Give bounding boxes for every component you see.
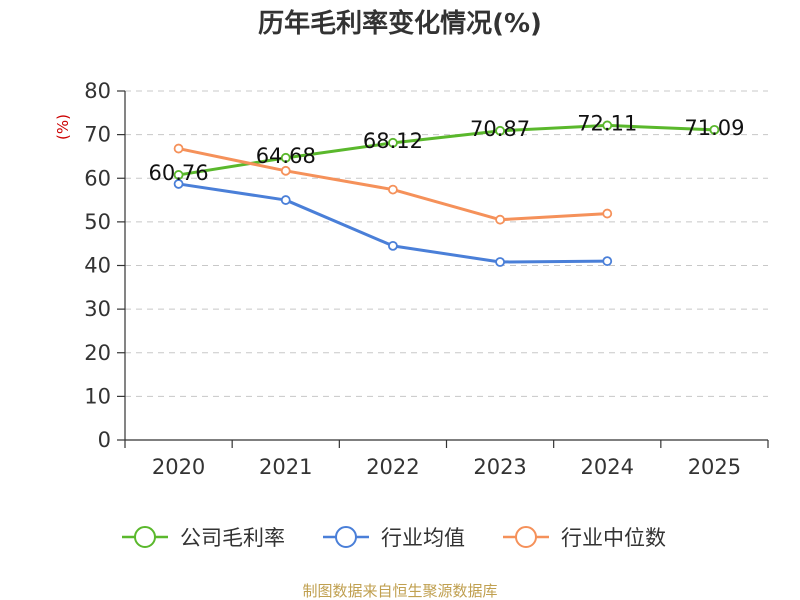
chart-title: 历年毛利率变化情况(%) [258,8,542,39]
data-point [173,179,184,189]
legend-label-1[interactable]: 行业均值 [381,526,465,550]
y-tick-label: 0 [98,428,111,452]
data-point [280,152,291,163]
data-point [709,124,720,135]
legend-label-2[interactable]: 行业中位数 [561,526,666,550]
x-tick-label-2025: 2025 [688,455,741,479]
x-tick-label-2020: 2020 [152,455,205,479]
series-lines [173,120,720,267]
legend-marker-1[interactable] [335,526,357,548]
data-point [602,120,613,131]
y-axis-label: (%) [54,114,72,140]
data-label: 68.12 [363,129,423,153]
legend-marker-2[interactable] [515,526,537,548]
data-point [280,165,291,176]
legend-marker-0[interactable] [134,526,156,548]
y-tick-label: 30 [84,297,111,321]
data-point [173,170,184,180]
x-tick-label-2021: 2021 [259,455,312,479]
data-labels: 60.76 64.68 68.12 70.87 72.11 71.09 [149,111,745,185]
data-point [602,256,613,267]
data-point [495,214,505,225]
data-label: 71.09 [684,116,744,140]
data-point [280,195,291,205]
x-tick-label-2023: 2023 [473,455,526,479]
y-tick-label: 50 [84,210,111,234]
legend[interactable]: 公司毛利率 行业均值 行业中位数 [122,526,666,550]
data-label: 72.11 [577,111,637,135]
y-tick-label: 60 [84,166,111,190]
axes: 0 10 20 30 40 50 60 70 80 2020 2021 2022 2023 2024 202… [84,79,769,479]
series-line-2 [178,147,608,222]
data-point [602,208,613,219]
data-label: 60.76 [149,161,209,185]
source-note: 制图数据来自恒生聚源数据库 [302,582,497,600]
y-tick-label: 70 [84,123,111,147]
x-tick-label-2024: 2024 [581,455,634,479]
series-line-0 [178,123,715,177]
y-tick-label: 20 [84,341,111,365]
data-point [495,125,505,136]
data-point [388,184,398,195]
data-label: 64.68 [256,144,316,168]
x-tick-label-2022: 2022 [366,455,419,479]
gridlines [125,90,768,397]
legend-label-0[interactable]: 公司毛利率 [180,526,285,550]
data-point [173,143,184,154]
y-tick-label: 10 [84,384,111,408]
data-point [388,137,398,148]
y-tick-label: 80 [84,79,111,103]
data-point [388,240,398,251]
y-tick-label: 40 [84,254,111,278]
data-label: 70.87 [470,117,530,141]
data-point [495,257,505,267]
